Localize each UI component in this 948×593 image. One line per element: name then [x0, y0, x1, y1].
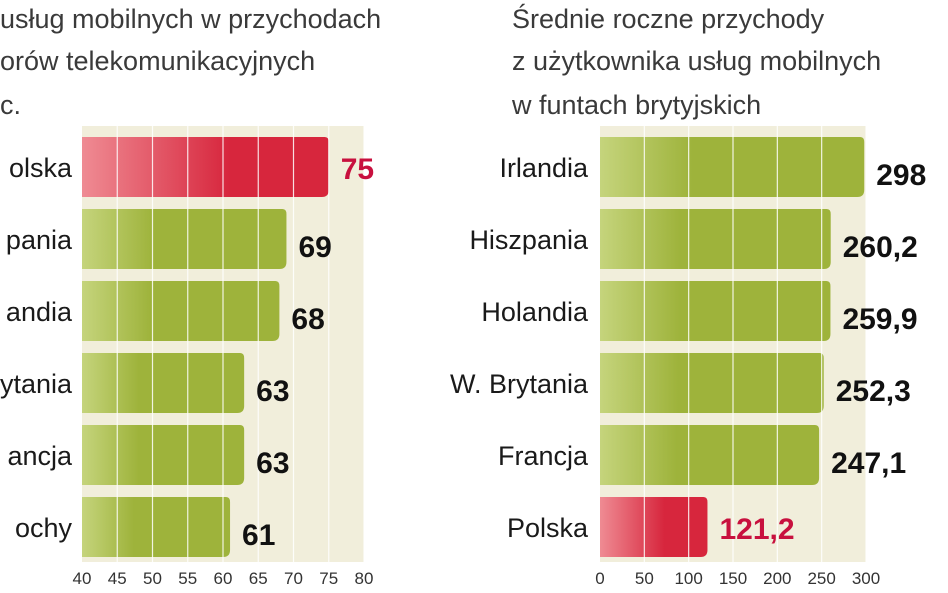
- left-category-label-2: pania: [6, 225, 73, 255]
- left-category-label-3: andia: [6, 297, 73, 327]
- left-tick-label-40: 40: [73, 569, 92, 588]
- left-bar-5: [82, 425, 245, 485]
- right-category-label-4: W. Brytania: [450, 369, 589, 399]
- right-value-label-6: 121,2: [719, 513, 794, 546]
- right-value-label-5: 247,1: [831, 447, 906, 480]
- chart-mobile-revenue-share: olska 75 pania 69 andia 68 ytania 63 ancja 63 ochy…: [0, 126, 374, 588]
- right-bar-4: [600, 353, 824, 413]
- left-tick-label-45: 45: [108, 569, 127, 588]
- left-bar-2: [82, 209, 287, 269]
- left-tick-label-70: 70: [284, 569, 303, 588]
- left-tick-label-55: 55: [178, 569, 197, 588]
- left-category-label-4: ytania: [0, 369, 73, 399]
- right-value-label-4: 252,3: [836, 375, 911, 408]
- right-category-label-1: Irlandia: [499, 153, 589, 183]
- left-value-label-6: 61: [242, 519, 275, 552]
- left-chart-title-line-3: c.: [0, 90, 22, 120]
- left-bar-4: [82, 353, 245, 413]
- right-category-label-5: Francja: [498, 441, 589, 471]
- left-value-label-5: 63: [256, 447, 289, 480]
- left-tick-label-80: 80: [355, 569, 374, 588]
- right-category-label-2: Hiszpania: [469, 225, 589, 255]
- left-tick-label-75: 75: [319, 569, 338, 588]
- chart-arpu-gbp: Irlandia 298 Hiszpania 260,2 Holandia 259,9 W.…: [450, 126, 926, 588]
- left-chart-title-line-1: usług mobilnych w przychodach: [0, 4, 382, 34]
- right-tick-label-200: 200: [763, 569, 791, 588]
- left-bar-1: [82, 137, 329, 197]
- right-tick-label-100: 100: [674, 569, 702, 588]
- left-bar-6: [82, 497, 231, 557]
- right-tick-label-0: 0: [595, 569, 604, 588]
- left-value-label-4: 63: [256, 375, 289, 408]
- left-value-label-1: 75: [341, 153, 374, 186]
- left-bar-3: [82, 281, 280, 341]
- right-chart-title-line-2: z użytkownika usług mobilnych: [512, 46, 882, 76]
- right-bar-6: [600, 497, 708, 557]
- right-bar-2: [600, 209, 831, 269]
- right-bar-5: [600, 425, 820, 485]
- right-chart-title-line-1: Średnie roczne przychody: [512, 4, 825, 34]
- right-bar-3: [600, 281, 831, 341]
- right-value-label-2: 260,2: [843, 231, 918, 264]
- right-tick-label-50: 50: [635, 569, 654, 588]
- right-bar-1: [600, 137, 865, 197]
- right-tick-label-150: 150: [719, 569, 747, 588]
- left-value-label-2: 69: [298, 231, 331, 264]
- right-category-label-6: Polska: [507, 513, 589, 543]
- right-tick-label-300: 300: [852, 569, 880, 588]
- left-tick-label-50: 50: [143, 569, 162, 588]
- left-tick-label-60: 60: [214, 569, 233, 588]
- right-tick-label-250: 250: [807, 569, 835, 588]
- left-chart-title-line-2: orów telekomunikacyjnych: [0, 46, 316, 76]
- right-value-label-1: 298: [876, 159, 926, 192]
- right-chart-title-line-3: w funtach brytyjskich: [512, 90, 762, 120]
- left-tick-label-65: 65: [249, 569, 268, 588]
- left-value-label-3: 68: [291, 303, 324, 336]
- left-category-label-6: ochy: [15, 513, 73, 543]
- left-category-label-5: ancja: [7, 441, 73, 471]
- right-value-label-3: 259,9: [842, 303, 917, 336]
- right-category-label-3: Holandia: [481, 297, 589, 327]
- left-category-label-1: olska: [9, 153, 73, 183]
